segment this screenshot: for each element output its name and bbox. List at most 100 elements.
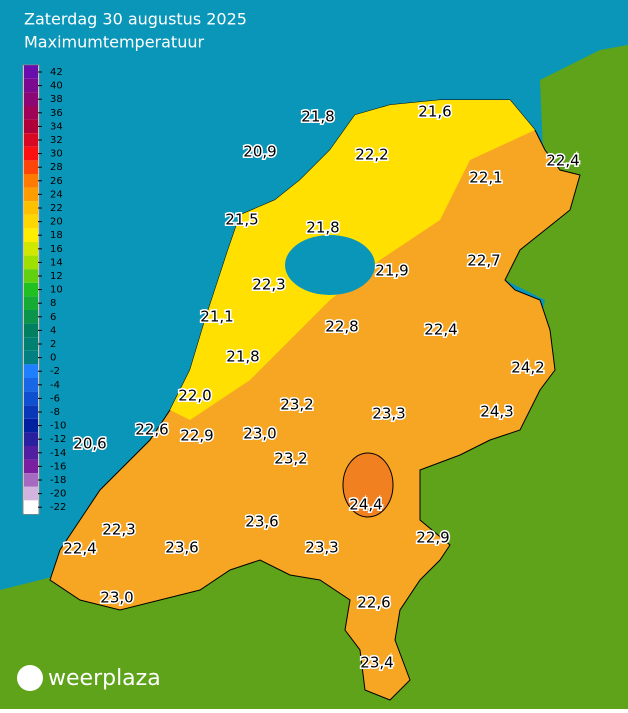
legend-swatch bbox=[24, 378, 38, 392]
legend-swatch bbox=[24, 242, 38, 256]
temperature-label: 23,2 bbox=[274, 450, 307, 468]
legend-label: -10 bbox=[50, 421, 66, 432]
legend-swatch bbox=[24, 282, 38, 297]
temperature-label: 23,0 bbox=[100, 589, 133, 607]
temperature-label: 23,0 bbox=[243, 425, 276, 443]
legend-swatch bbox=[24, 201, 38, 215]
subtitle: Maximumtemperatuur bbox=[24, 33, 204, 52]
station-labels: 21,8 21,6 20,9 22,2 22,4 22,1 21,5 21,8 22,7 21,9… bbox=[62, 101, 581, 673]
legend-swatch bbox=[24, 337, 38, 351]
temperature-label: 22,2 bbox=[355, 146, 388, 164]
legend-swatch bbox=[24, 160, 38, 174]
temperature-label: 21,5 bbox=[225, 211, 258, 229]
legend-label: 28 bbox=[50, 162, 63, 173]
temperature-label: 21,8 bbox=[301, 108, 334, 126]
legend-swatch bbox=[24, 473, 38, 487]
legend-label: -20 bbox=[50, 489, 66, 500]
legend-label: -8 bbox=[50, 407, 60, 418]
legend-swatch bbox=[24, 146, 38, 161]
temperature-label: 24,4 bbox=[349, 496, 382, 514]
legend-swatch bbox=[24, 269, 38, 283]
temperature-label: 23,3 bbox=[305, 539, 338, 557]
temperature-label: 22,4 bbox=[424, 321, 457, 339]
legend-swatch bbox=[24, 78, 38, 93]
legend-label: -14 bbox=[50, 448, 66, 459]
legend-label: 38 bbox=[50, 94, 63, 105]
logo-icon bbox=[17, 665, 43, 691]
legend: 424038363432302826242220181614121086420-… bbox=[22, 64, 66, 515]
legend-swatch bbox=[24, 418, 38, 433]
temperature-label: 22,9 bbox=[416, 529, 449, 547]
legend-label: 24 bbox=[50, 189, 63, 200]
temperature-label: 22,3 bbox=[102, 521, 135, 539]
temperature-label: 21,9 bbox=[375, 262, 408, 280]
title: Zaterdag 30 augustus 2025 bbox=[24, 10, 247, 29]
legend-label: 36 bbox=[50, 108, 63, 119]
temperature-label: 23,4 bbox=[360, 654, 393, 672]
legend-swatch bbox=[24, 350, 38, 365]
legend-label: 42 bbox=[50, 67, 63, 78]
legend-swatch bbox=[24, 92, 38, 106]
legend-swatch bbox=[24, 432, 38, 446]
temperature-label: 21,6 bbox=[418, 103, 451, 121]
legend-swatch bbox=[24, 323, 38, 338]
temperature-label: 22,6 bbox=[135, 421, 168, 439]
temperature-label: 23,6 bbox=[165, 539, 198, 557]
legend-swatch bbox=[24, 187, 38, 202]
legend-swatch bbox=[24, 119, 38, 134]
legend-label: -22 bbox=[50, 502, 66, 513]
temperature-label: 22,8 bbox=[325, 318, 358, 336]
warm-zone bbox=[342, 452, 394, 518]
legend-label: 40 bbox=[50, 81, 63, 92]
temperature-label: 23,2 bbox=[280, 396, 313, 414]
temperature-label: 21,8 bbox=[226, 348, 259, 366]
legend-swatch bbox=[24, 459, 38, 474]
legend-swatch bbox=[24, 133, 38, 147]
netherlands bbox=[49, 99, 581, 701]
temperature-label: 21,1 bbox=[200, 308, 233, 326]
legend-label: 26 bbox=[50, 176, 63, 187]
legend-label: 22 bbox=[50, 203, 63, 214]
legend-swatch bbox=[24, 65, 38, 79]
temperature-label: 24,2 bbox=[511, 359, 544, 377]
legend-label: 32 bbox=[50, 135, 63, 146]
temperature-label: 22,1 bbox=[469, 169, 502, 187]
brand: weerplaza bbox=[48, 666, 161, 691]
legend-label: 30 bbox=[50, 149, 63, 160]
legend-label: 18 bbox=[50, 230, 63, 241]
legend-swatch bbox=[24, 391, 38, 406]
temperature-label: 22,7 bbox=[467, 252, 500, 270]
temperature-label: 22,3 bbox=[252, 276, 285, 294]
legend-label: -4 bbox=[50, 380, 60, 391]
legend-swatch bbox=[24, 255, 38, 270]
legend-swatch bbox=[24, 174, 38, 188]
legend-label: 16 bbox=[50, 244, 63, 255]
legend-swatch bbox=[24, 106, 38, 120]
temperature-label: 22,4 bbox=[63, 540, 96, 558]
legend-swatch bbox=[24, 214, 38, 229]
neighbor-land bbox=[0, 45, 628, 709]
legend-swatch bbox=[24, 310, 38, 324]
legend-label: 12 bbox=[50, 271, 63, 282]
legend-label: 8 bbox=[50, 298, 56, 309]
legend-label: 6 bbox=[50, 312, 56, 323]
legend-label: -18 bbox=[50, 475, 66, 486]
legend-swatch bbox=[24, 500, 38, 514]
temperature-label: 24,3 bbox=[480, 403, 513, 421]
legend-label: -16 bbox=[50, 461, 66, 472]
legend-label: 4 bbox=[50, 325, 56, 336]
legend-label: -2 bbox=[50, 366, 60, 377]
legend-swatch bbox=[24, 486, 38, 501]
temperature-label: 23,6 bbox=[245, 513, 278, 531]
legend-label: 14 bbox=[50, 257, 63, 268]
temperature-label: 23,3 bbox=[372, 405, 405, 423]
temperature-label: 22,0 bbox=[178, 387, 211, 405]
temperature-label: 22,9 bbox=[180, 427, 213, 445]
temperature-label: 20,6 bbox=[73, 435, 106, 453]
legend-label: 10 bbox=[50, 285, 63, 296]
legend-label: 2 bbox=[50, 339, 56, 350]
legend-swatch bbox=[24, 405, 38, 419]
temperature-label: 21,8 bbox=[306, 219, 339, 237]
legend-label: 0 bbox=[50, 353, 56, 364]
